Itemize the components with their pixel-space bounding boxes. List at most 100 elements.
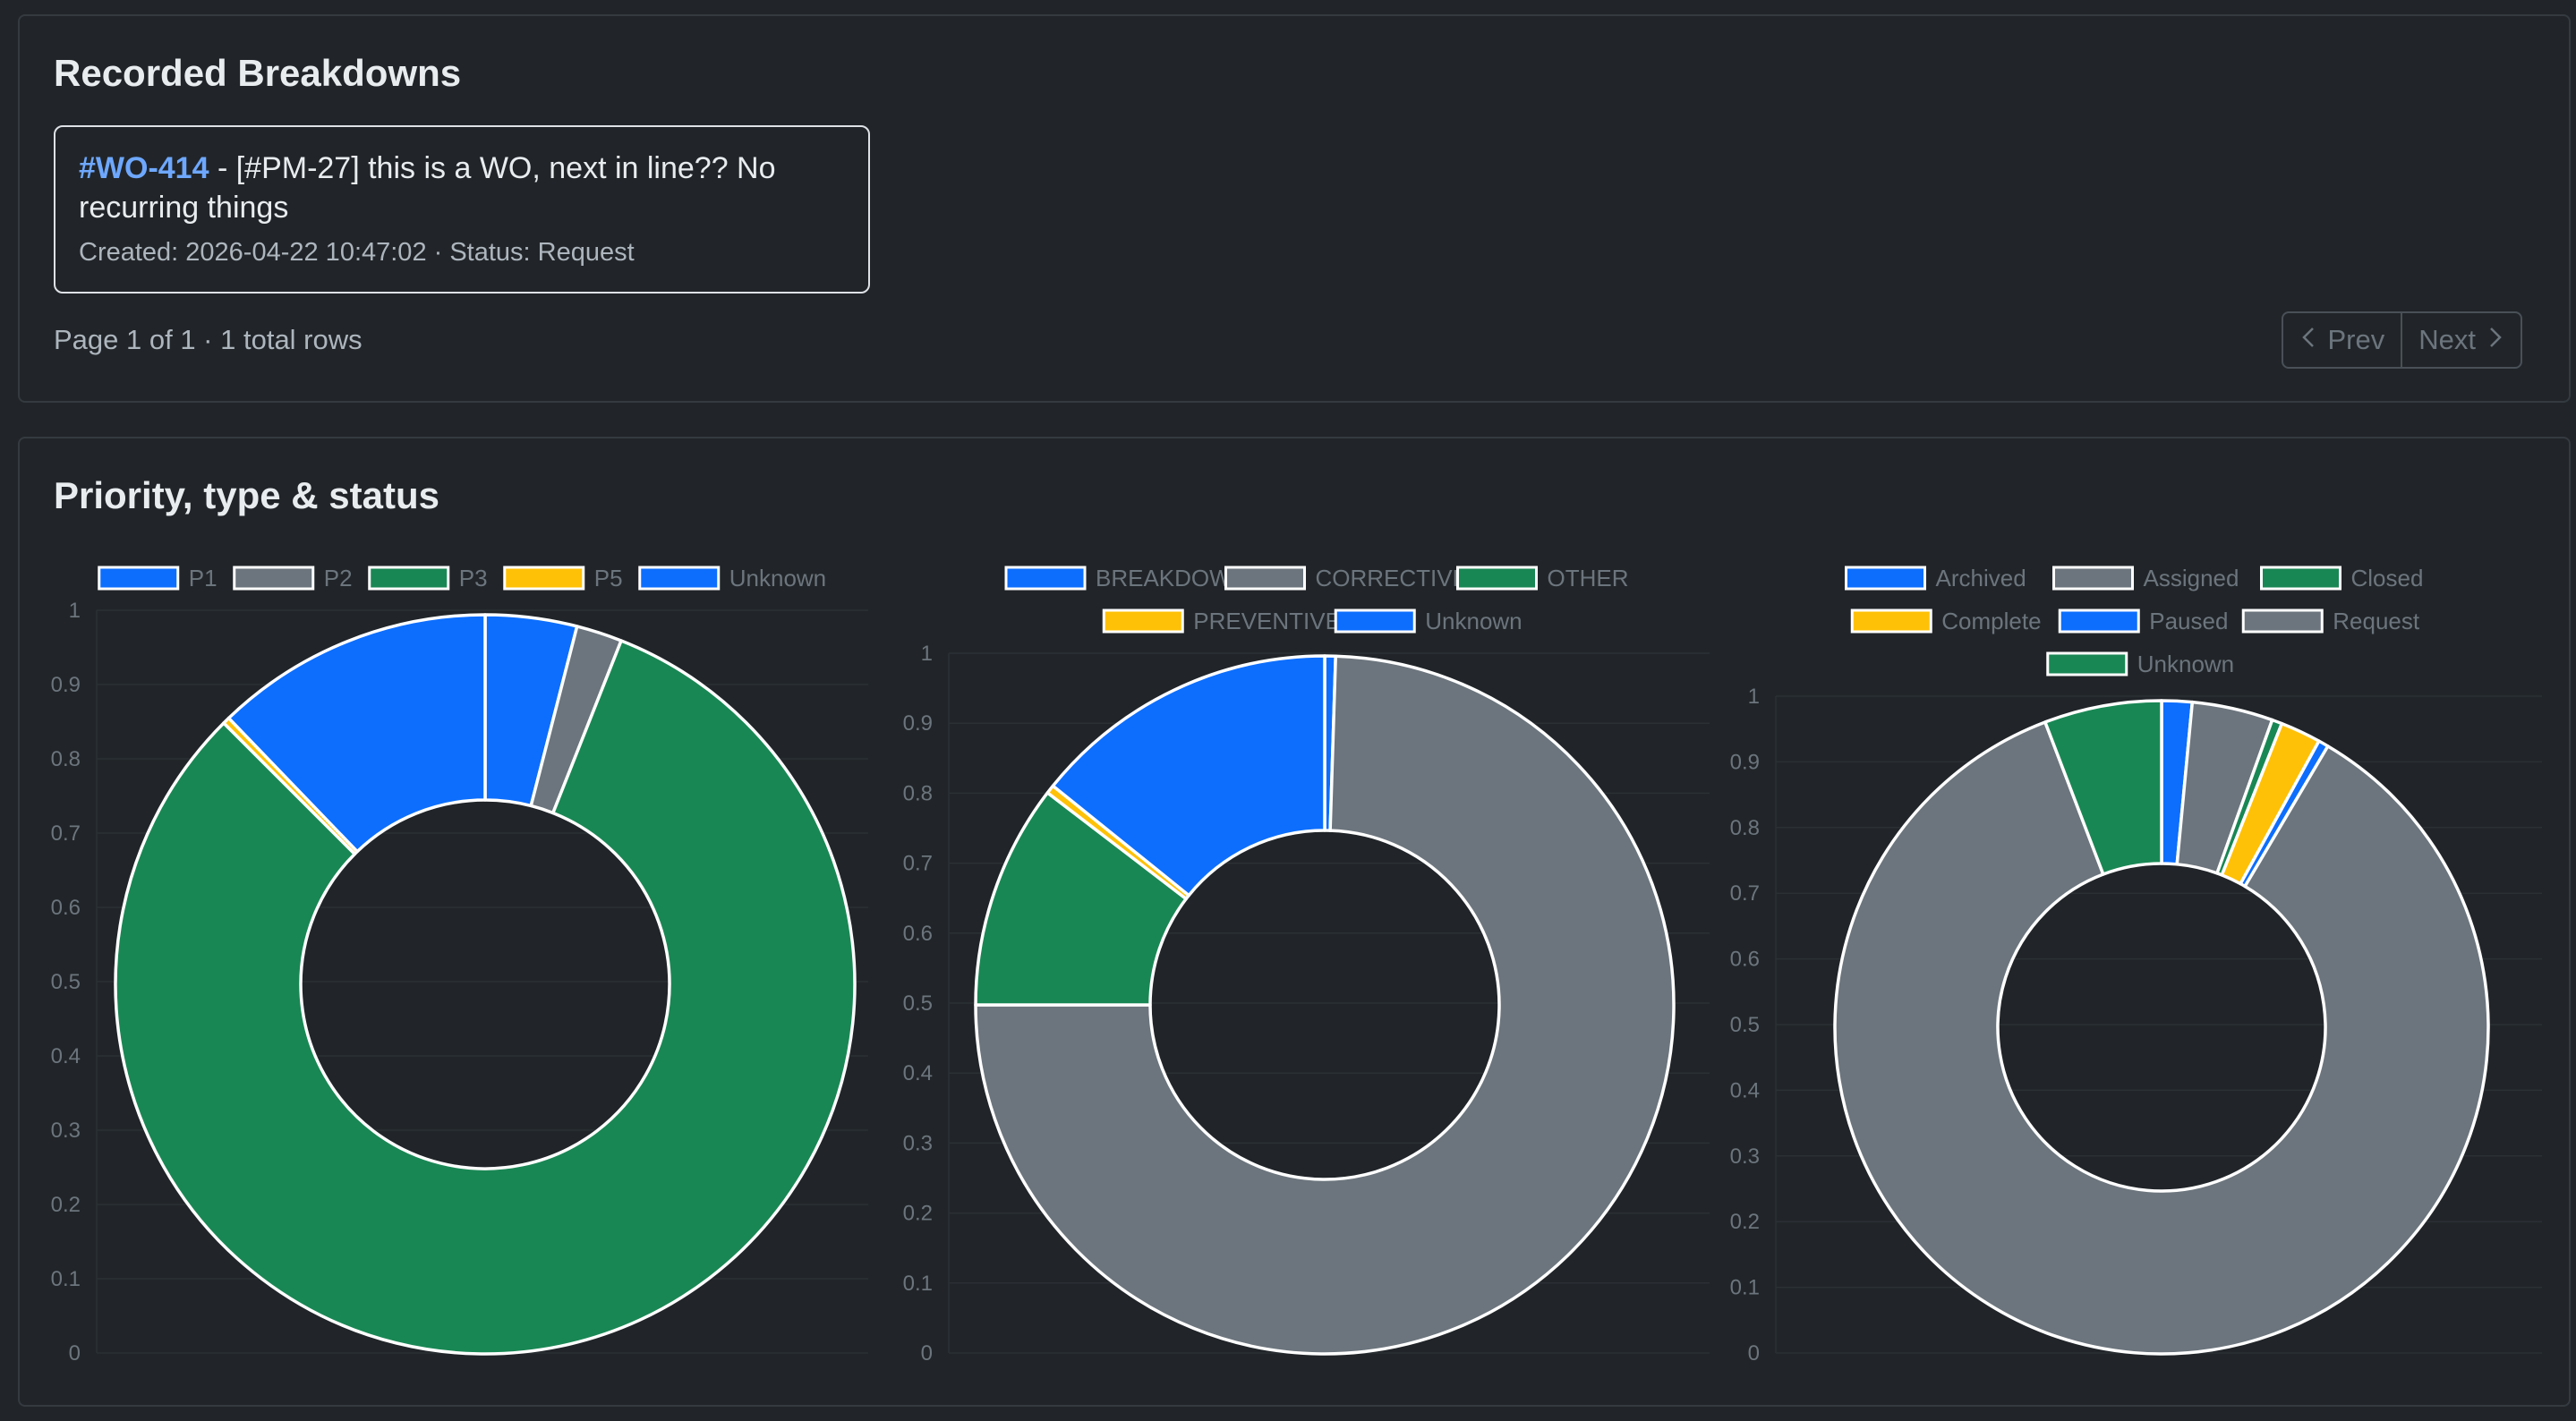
y-tick-label: 0.6 (1730, 948, 1760, 972)
y-tick-label: 0 (1748, 1341, 1760, 1360)
y-tick-label: 0.1 (51, 1267, 81, 1291)
legend-swatch (1845, 566, 1926, 591)
y-tick-label: 0.7 (903, 852, 933, 876)
legend-item-request[interactable]: Request (2241, 608, 2420, 634)
prev-page-label: Prev (2327, 324, 2385, 355)
y-tick-label: 0 (921, 1341, 933, 1360)
y-tick-label: 0.2 (51, 1193, 81, 1217)
legend-item-assigned[interactable]: Assigned (2052, 565, 2239, 591)
y-tick-label: 1 (1748, 685, 1760, 709)
priority-chart: 0 0.1 0.2 0.3 0.4 0.5 0.6 0.7 0.8 0.9 1 P1 P2 P3 P5 Unk… (51, 565, 868, 1360)
y-tick-label: 0.9 (903, 711, 933, 736)
donut-slice-unknown[interactable] (226, 613, 487, 854)
legend-item-complete[interactable]: Complete (1850, 608, 2042, 634)
legend-item-p2[interactable]: P2 (233, 565, 353, 591)
legend-item-unknown[interactable]: Unknown (1334, 608, 1523, 634)
donut-slice-corrective[interactable] (974, 654, 1676, 1356)
legend-label: Assigned (2144, 565, 2239, 591)
donut-slice-request[interactable] (1833, 720, 2490, 1356)
y-tick-label: 0.1 (903, 1272, 933, 1296)
legend-swatch (2260, 566, 2341, 591)
y-tick-label: 0.8 (51, 747, 81, 771)
y-tick-label: 0.5 (1730, 1013, 1760, 1037)
legend-swatch (2058, 608, 2140, 634)
legend-item-p1[interactable]: P1 (98, 565, 218, 591)
legend-label: Unknown (1425, 608, 1522, 634)
work-order-summary: #WO-414 - [#PM-27] this is a WO, next in… (79, 149, 845, 227)
legend-swatch (233, 566, 315, 591)
legend-label: Unknown (2137, 651, 2234, 677)
donut-slice-other[interactable] (974, 791, 1188, 1007)
legend-swatch (503, 566, 585, 591)
legend-item-other[interactable]: OTHER (1456, 565, 1629, 591)
legend-swatch (638, 566, 721, 591)
breakdowns-title: Recorded Breakdowns (54, 52, 462, 94)
next-page-label: Next (2418, 324, 2476, 355)
donut-slice-unknown[interactable] (1051, 654, 1326, 898)
y-tick-label: 0.4 (903, 1061, 933, 1085)
legend-swatch (1224, 566, 1306, 591)
legend-item-unknown[interactable]: Unknown (2046, 651, 2234, 677)
pagination-info: Page 1 of 1 · 1 total rows (54, 324, 363, 355)
legend-swatch (1004, 566, 1087, 591)
breakdowns-card: Recorded Breakdowns #WO-414 - [#PM-27] t… (18, 14, 2571, 403)
y-tick-label: 0.4 (1730, 1078, 1760, 1102)
legend-item-archived[interactable]: Archived (1845, 565, 2026, 591)
work-order-description: [#PM-27] this is a WO, next in line?? No… (79, 151, 776, 225)
legend-swatch (98, 566, 180, 591)
y-tick-label: 0.7 (51, 821, 81, 846)
donut-slice-p3[interactable] (114, 639, 857, 1356)
legend-item-closed[interactable]: Closed (2260, 565, 2424, 591)
y-tick-label: 0.8 (1730, 816, 1760, 840)
y-tick-label: 1 (921, 642, 933, 666)
legend-swatch (1850, 608, 1932, 634)
legend-item-breakdown[interactable]: BREAKDOWN (1004, 565, 1248, 591)
legend-label: Closed (2351, 565, 2424, 591)
work-order-link[interactable]: #WO-414 (79, 151, 209, 185)
legend-label: BREAKDOWN (1096, 565, 1248, 591)
legend-item-unknown[interactable]: Unknown (638, 565, 826, 591)
y-tick-label: 0.7 (1730, 881, 1760, 906)
work-order-item: #WO-414 - [#PM-27] this is a WO, next in… (54, 125, 870, 294)
legend-label: Request (2333, 608, 2420, 634)
pagination-controls: Prev Next (2281, 311, 2522, 369)
prev-page-button[interactable]: Prev (2283, 313, 2401, 367)
charts-title: Priority, type & status (54, 474, 439, 516)
y-tick-label: 0.1 (1730, 1276, 1760, 1300)
legend-label: P5 (594, 565, 623, 591)
status-chart: 0 0.1 0.2 0.3 0.4 0.5 0.6 0.7 0.8 0.9 1 Archived Ass… (1730, 565, 2542, 1360)
legend-item-preventive[interactable]: PREVENTIVE (1102, 608, 1341, 634)
legend-swatch (2052, 566, 2134, 591)
legend-swatch (2241, 608, 2324, 634)
y-tick-label: 0.8 (903, 781, 933, 805)
legend-swatch (1102, 608, 1184, 634)
y-tick-label: 0.2 (1730, 1210, 1760, 1234)
legend-item-p3[interactable]: P3 (368, 565, 488, 591)
legend-item-paused[interactable]: Paused (2058, 608, 2228, 634)
y-tick-label: 1 (69, 599, 81, 623)
y-tick-label: 0.6 (51, 896, 81, 920)
legend-label: Unknown (729, 565, 826, 591)
work-order-meta: Created: 2026-04-22 10:47:02 · Status: R… (79, 238, 635, 267)
legend-label: Complete (1941, 608, 2041, 634)
legend-swatch (2046, 651, 2128, 676)
type-chart: 0 0.1 0.2 0.3 0.4 0.5 0.6 0.7 0.8 0.9 1 BREAKDOWN CO… (903, 565, 1710, 1360)
y-tick-label: 0.6 (903, 922, 933, 946)
legend-label: CORRECTIVE (1316, 565, 1468, 591)
legend-swatch (368, 566, 450, 591)
y-tick-label: 0.3 (1730, 1144, 1760, 1169)
legend-label: Paused (2149, 608, 2228, 634)
legend-item-corrective[interactable]: CORRECTIVE (1224, 565, 1468, 591)
y-tick-label: 0.9 (1730, 750, 1760, 774)
legend-swatch (1334, 608, 1416, 634)
legend-label: P1 (189, 565, 218, 591)
legend-swatch (1456, 566, 1538, 591)
next-page-button[interactable]: Next (2401, 313, 2521, 367)
legend-item-p5[interactable]: P5 (503, 565, 623, 591)
legend-label: P2 (324, 565, 353, 591)
chevron-left-icon (2299, 324, 2319, 356)
donut-slice-unknown[interactable] (2043, 699, 2163, 876)
y-tick-label: 0.9 (51, 673, 81, 697)
legend-label: PREVENTIVE (1193, 608, 1341, 634)
y-tick-label: 0 (69, 1341, 81, 1360)
